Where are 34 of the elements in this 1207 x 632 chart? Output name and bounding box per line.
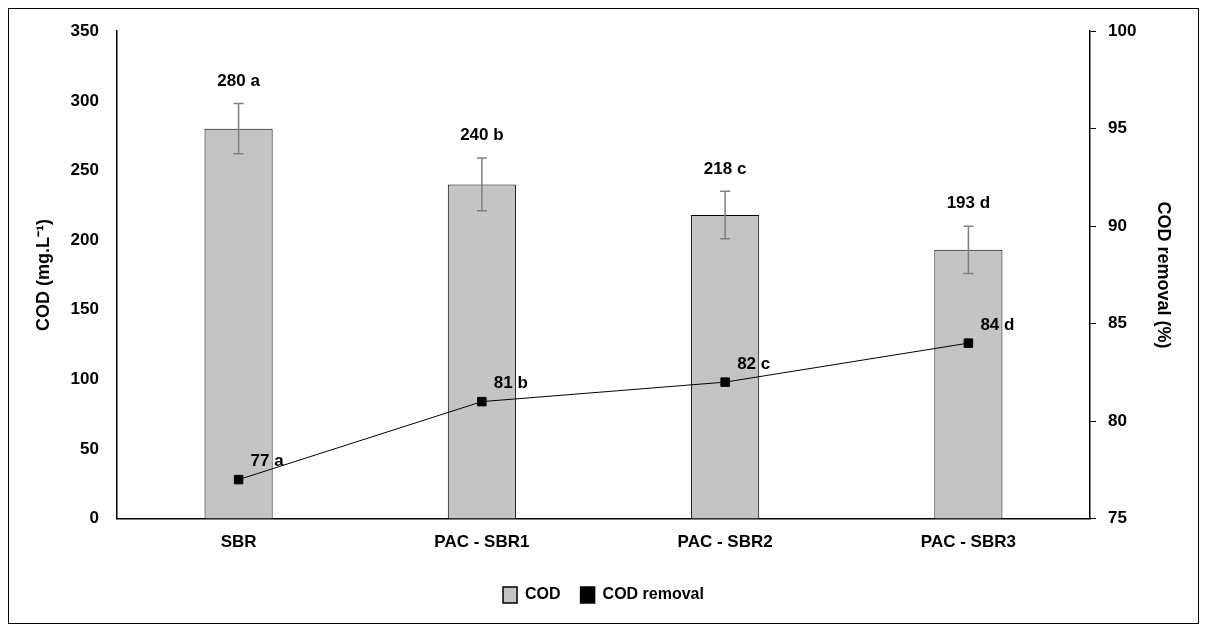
data-label: 77 a bbox=[250, 451, 285, 471]
data-label: 193 d bbox=[946, 193, 991, 213]
y2-tick-label: 85 bbox=[1108, 313, 1127, 333]
y2-axis-title: COD removal (%) bbox=[1154, 201, 1175, 349]
legend-label: COD bbox=[525, 585, 561, 603]
x-tick-label: PAC - SBR1 bbox=[434, 532, 530, 552]
y2-tick-label: 100 bbox=[1108, 20, 1137, 40]
x-tick-label: PAC - SBR2 bbox=[677, 532, 773, 552]
x-tick-label: PAC - SBR3 bbox=[920, 532, 1016, 552]
y-tick-label: 50 bbox=[80, 438, 99, 458]
y2-tick-label: 95 bbox=[1108, 118, 1127, 138]
y-tick-label: 300 bbox=[70, 90, 99, 110]
y-tick-label: 250 bbox=[70, 160, 99, 180]
data-label: 84 d bbox=[980, 314, 1015, 334]
legend-label: COD removal bbox=[602, 585, 704, 603]
point bbox=[963, 338, 974, 348]
data-label: 240 b bbox=[460, 125, 504, 145]
point bbox=[477, 396, 487, 407]
data-label: 218 c bbox=[703, 158, 747, 178]
x-tick-label: SBR bbox=[220, 532, 257, 552]
point bbox=[720, 377, 730, 387]
y-tick-label: 100 bbox=[70, 369, 99, 389]
data-label: 280 a bbox=[217, 70, 261, 90]
y2-tick-label: 75 bbox=[1108, 508, 1127, 528]
y2-tick-label: 90 bbox=[1108, 215, 1127, 235]
y-axis-title: COD (mg.L⁻¹) bbox=[32, 218, 53, 331]
y-tick-label: 200 bbox=[70, 229, 99, 249]
y2-tick-label: 80 bbox=[1108, 410, 1127, 430]
data-label: 81 b bbox=[493, 373, 528, 393]
y-tick-label: 0 bbox=[89, 508, 99, 528]
y-tick-label: 350 bbox=[70, 20, 99, 40]
data-label: 82 c bbox=[737, 353, 771, 373]
y-tick-label: 150 bbox=[70, 299, 99, 319]
point bbox=[233, 474, 244, 485]
